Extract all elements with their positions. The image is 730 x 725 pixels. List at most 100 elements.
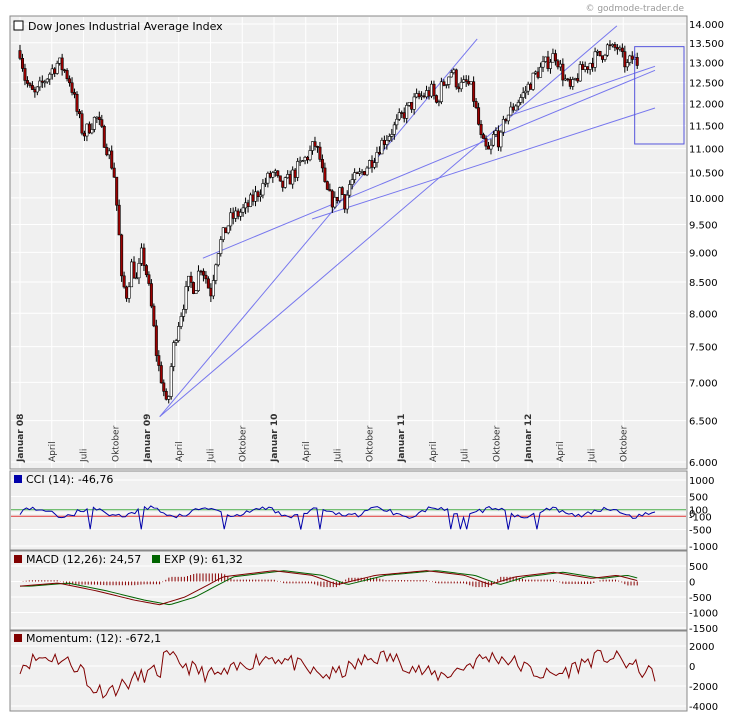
candle-body — [489, 144, 493, 150]
price-ytick-label: 8.500 — [689, 278, 718, 289]
candle-body — [365, 167, 369, 176]
macd-ytick-label: -1000 — [689, 609, 718, 620]
candle-body — [422, 95, 426, 98]
candle-body — [521, 92, 525, 98]
momentum-ytick-label: -4000 — [689, 702, 718, 713]
exp-legend-label: EXP (9): 61,32 — [164, 553, 243, 566]
candle-body — [261, 183, 265, 196]
candle-body — [204, 274, 208, 280]
price-xtick-label: Oktober — [619, 425, 629, 462]
candle-body — [315, 146, 319, 148]
candle-body — [573, 78, 577, 80]
cci-ytick-label: -500 — [689, 526, 712, 537]
candle-body — [425, 90, 429, 98]
price-panel: 14.000 13.500 13.000 12.500 12.000 11.500 11.0… — [9, 15, 724, 470]
candle-body — [105, 147, 109, 156]
macd-legend-label: MACD (12,26): 24,57 — [26, 553, 141, 566]
candle-body — [266, 172, 270, 184]
price-ytick-label: 12.500 — [689, 79, 724, 90]
candle-body — [28, 83, 32, 86]
price-ytick-label: 6.500 — [689, 417, 718, 428]
candle-body — [472, 81, 476, 102]
candle-body — [482, 134, 486, 139]
exp-series-line — [20, 570, 638, 606]
candle-body — [187, 275, 191, 287]
candle-body — [340, 187, 344, 195]
candle-body — [563, 78, 567, 81]
candle-body — [392, 124, 396, 135]
candle-body — [459, 81, 463, 90]
price-ytick-label: 11.000 — [689, 145, 724, 156]
price-legend-swatch — [13, 20, 24, 31]
candle-body — [115, 176, 119, 206]
candle-body — [390, 134, 394, 137]
candle-body — [92, 116, 96, 130]
candle-body — [358, 171, 362, 174]
candle-body — [263, 182, 267, 185]
candle-body — [310, 141, 314, 151]
candle-body — [382, 139, 386, 145]
candle-body — [524, 90, 528, 94]
candle-body — [112, 167, 116, 178]
candle-body — [531, 72, 535, 90]
candle-body — [635, 57, 639, 66]
price-ytick-label: 9.000 — [689, 248, 718, 259]
candle-body — [142, 247, 146, 266]
candle-body — [372, 162, 376, 168]
candle-body — [221, 227, 225, 240]
candle-body — [157, 355, 161, 366]
candle-body — [370, 160, 374, 168]
candle-body — [25, 80, 29, 84]
candle-body — [323, 167, 327, 182]
price-xtick-label: Oktober — [365, 425, 375, 462]
candle-body — [593, 51, 597, 68]
candle-body — [58, 57, 62, 64]
price-xtick-label: April — [302, 441, 312, 462]
candle-body — [576, 78, 580, 82]
candle-body — [558, 63, 562, 68]
candle-body — [291, 169, 295, 185]
candle-body — [226, 225, 230, 234]
candle-body — [149, 283, 153, 307]
candle-body — [514, 105, 518, 111]
price-title: Dow Jones Industrial Average Index — [28, 20, 223, 33]
price-xtick-label: April — [556, 441, 566, 462]
candle-body — [320, 159, 324, 169]
candle-body — [506, 114, 510, 122]
candle-body — [454, 69, 458, 88]
candle-body — [449, 72, 453, 78]
candle-body — [271, 172, 275, 178]
watermark: © godmode-trader.de — [585, 4, 684, 14]
price-xtick-label: Januar 10 — [270, 414, 280, 463]
candle-body — [499, 131, 503, 148]
candle-body — [350, 179, 354, 185]
candle-body — [273, 170, 277, 173]
candle-body — [87, 123, 91, 134]
price-xtick-label: Januar 08 — [16, 414, 26, 463]
candle-body — [427, 90, 431, 97]
candle-body — [420, 95, 424, 98]
candle-body — [306, 156, 310, 161]
price-xtick-label: Juli — [334, 449, 344, 463]
candle-body — [355, 172, 359, 174]
candle-body — [437, 101, 441, 104]
cci-ytick-label: -100 — [689, 512, 712, 523]
candle-body — [43, 81, 47, 84]
candle-body — [405, 105, 409, 119]
macd-ytick-label: 500 — [689, 562, 708, 573]
candle-body — [192, 282, 196, 294]
candle-body — [534, 71, 538, 74]
candle-body — [610, 44, 614, 47]
candle-body — [199, 270, 203, 273]
candle-body — [33, 89, 37, 93]
candle-body — [258, 194, 262, 198]
candle-body — [544, 56, 548, 62]
price-ytick-label: 8.000 — [689, 309, 718, 320]
candle-body — [330, 190, 334, 208]
trendline — [159, 38, 478, 417]
candle-body — [172, 342, 176, 367]
price-ytick-label: 14.000 — [689, 20, 724, 31]
